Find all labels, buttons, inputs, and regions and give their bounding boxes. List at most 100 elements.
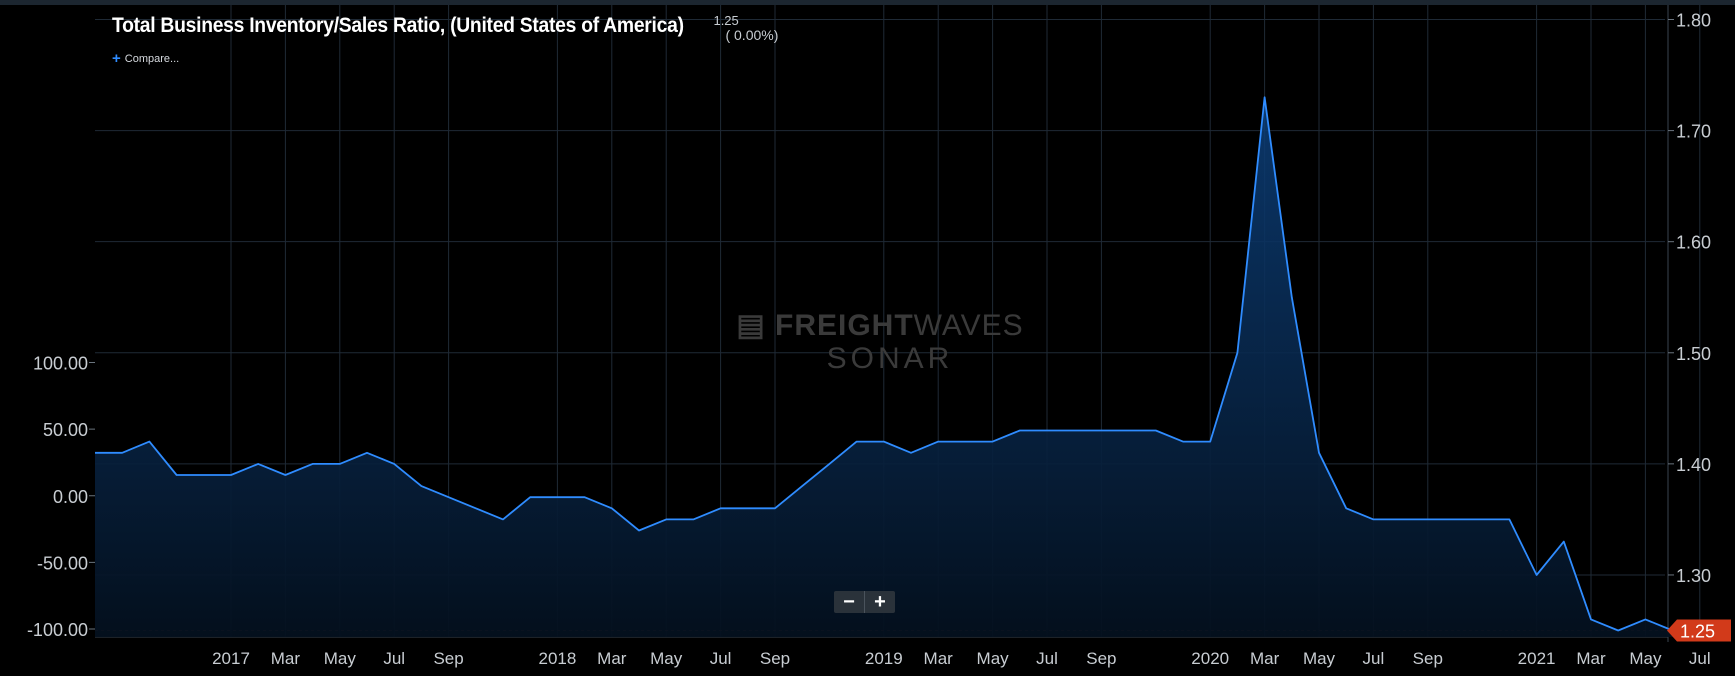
data-point[interactable]: [473, 506, 478, 511]
x-tick-label: May: [650, 649, 683, 668]
data-point[interactable]: [963, 439, 968, 444]
data-point[interactable]: [582, 495, 587, 500]
data-point[interactable]: [1616, 628, 1621, 633]
y-left-tick-label: -50.00: [37, 553, 88, 573]
y-right-tick-label: 1.40: [1676, 455, 1711, 475]
data-point[interactable]: [310, 461, 315, 466]
data-point[interactable]: [446, 495, 451, 500]
y-left-tick-label: -100.00: [27, 620, 88, 640]
x-tick-label: May: [1303, 649, 1336, 668]
y-right-tick-label: 1.30: [1676, 566, 1711, 586]
data-point[interactable]: [1344, 506, 1349, 511]
series-area: [95, 97, 1700, 638]
data-point[interactable]: [637, 528, 642, 533]
zoom-in-button[interactable]: +: [864, 591, 895, 613]
x-tick-label: 2019: [865, 649, 903, 668]
x-tick-label: Jul: [1689, 649, 1711, 668]
data-point[interactable]: [909, 450, 914, 455]
data-point[interactable]: [365, 450, 370, 455]
data-point[interactable]: [1398, 517, 1403, 522]
compare-label: Compare...: [124, 53, 180, 65]
x-tick-label: 2018: [538, 649, 576, 668]
data-point[interactable]: [1480, 517, 1485, 522]
data-point[interactable]: [664, 517, 669, 522]
y-right-tick-label: 1.50: [1676, 344, 1711, 364]
zoom-controls: − +: [834, 591, 895, 613]
x-tick-label: Mar: [597, 649, 627, 668]
data-point[interactable]: [1208, 439, 1213, 444]
x-tick-label: Jul: [383, 649, 405, 668]
x-tick-label: May: [1629, 649, 1662, 668]
data-point[interactable]: [201, 472, 206, 477]
data-point[interactable]: [256, 461, 261, 466]
x-tick-label: Mar: [1576, 649, 1606, 668]
series-line[interactable]: [95, 96, 1700, 632]
data-point[interactable]: [773, 506, 778, 511]
data-point[interactable]: [528, 495, 533, 500]
data-point[interactable]: [691, 517, 696, 522]
data-point[interactable]: [1589, 617, 1594, 622]
data-point[interactable]: [1017, 428, 1022, 433]
data-point[interactable]: [337, 461, 342, 466]
data-point[interactable]: [1289, 295, 1294, 300]
data-point[interactable]: [1045, 428, 1050, 433]
data-point[interactable]: [229, 472, 234, 477]
last-value-flag: [1667, 619, 1731, 642]
data-point[interactable]: [1262, 95, 1267, 100]
x-tick-label: Sep: [433, 649, 463, 668]
data-point[interactable]: [1181, 439, 1186, 444]
data-point[interactable]: [283, 472, 288, 477]
data-point[interactable]: [1235, 350, 1240, 355]
x-tick-label: 2020: [1191, 649, 1229, 668]
data-point[interactable]: [1317, 450, 1322, 455]
plus-icon: +: [112, 50, 121, 67]
data-point[interactable]: [718, 506, 723, 511]
data-point[interactable]: [936, 439, 941, 444]
data-point[interactable]: [120, 450, 125, 455]
data-point[interactable]: [1643, 617, 1648, 622]
data-point[interactable]: [1126, 428, 1131, 433]
data-point[interactable]: [990, 439, 995, 444]
last-value-flag-label: 1.25: [1680, 622, 1715, 642]
top-bar: [0, 0, 1735, 5]
data-point[interactable]: [881, 439, 886, 444]
data-point[interactable]: [1072, 428, 1077, 433]
x-tick-label: May: [977, 649, 1010, 668]
data-point[interactable]: [1507, 517, 1512, 522]
data-point[interactable]: [174, 472, 179, 477]
data-point[interactable]: [1153, 428, 1158, 433]
data-point[interactable]: [800, 484, 805, 489]
y-left-tick-label: 100.00: [33, 354, 88, 374]
data-point[interactable]: [1561, 539, 1566, 544]
y-left-tick-label: 0.00: [53, 487, 88, 507]
data-point[interactable]: [609, 506, 614, 511]
compare-button[interactable]: + Compare...: [112, 50, 180, 67]
data-point[interactable]: [147, 439, 152, 444]
y-left-tick-label: 50.00: [43, 420, 88, 440]
data-point[interactable]: [854, 439, 859, 444]
data-point[interactable]: [392, 461, 397, 466]
x-tick-label: Mar: [1250, 649, 1280, 668]
last-change: ( 0.00%): [725, 27, 779, 43]
data-point[interactable]: [555, 495, 560, 500]
zoom-out-button[interactable]: −: [843, 591, 855, 613]
data-point[interactable]: [93, 450, 98, 455]
x-tick-label: 2021: [1518, 649, 1556, 668]
data-point[interactable]: [1425, 517, 1430, 522]
x-tick-label: Mar: [271, 649, 301, 668]
chart-header: Total Business Inventory/Sales Ratio, (U…: [112, 12, 779, 43]
x-tick-label: Jul: [1036, 649, 1058, 668]
data-point[interactable]: [419, 484, 424, 489]
data-point[interactable]: [501, 517, 506, 522]
data-point[interactable]: [827, 461, 832, 466]
data-point[interactable]: [745, 506, 750, 511]
data-point[interactable]: [1099, 428, 1104, 433]
data-point[interactable]: [1371, 517, 1376, 522]
y-right-tick-label: 1.60: [1676, 233, 1711, 253]
data-point[interactable]: [1534, 572, 1539, 577]
data-point[interactable]: [1453, 517, 1458, 522]
x-tick-label: 2017: [212, 649, 250, 668]
last-value: 1.25: [713, 13, 739, 28]
